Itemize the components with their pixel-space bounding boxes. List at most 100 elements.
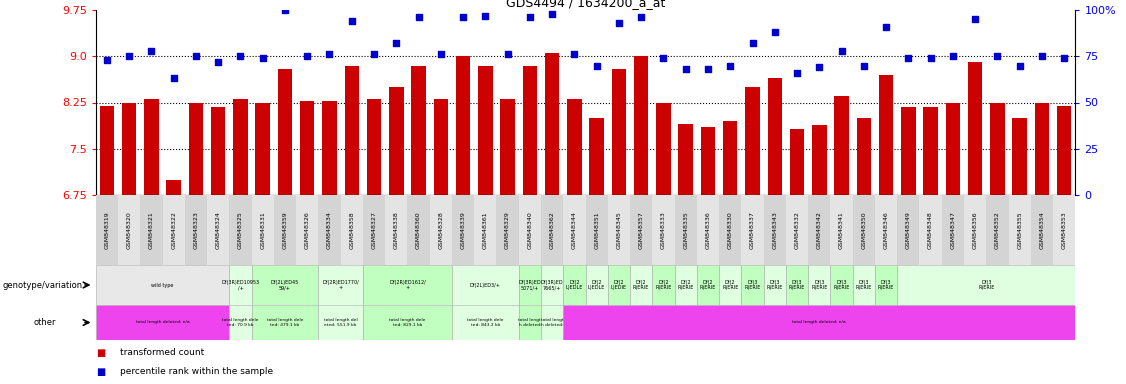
Bar xyxy=(720,195,741,265)
Point xyxy=(431,51,449,58)
Point xyxy=(365,51,383,58)
Bar xyxy=(634,56,649,384)
Text: GSM848360: GSM848360 xyxy=(415,211,421,249)
Point xyxy=(788,70,806,76)
Text: Df(3
R)ERIE: Df(3 R)ERIE xyxy=(878,280,894,290)
Text: GSM848348: GSM848348 xyxy=(928,211,933,249)
Text: ■: ■ xyxy=(96,348,105,358)
Point xyxy=(855,63,873,69)
Text: GSM848353: GSM848353 xyxy=(1062,211,1066,249)
Text: total lengt
h deleted:: total lengt h deleted: xyxy=(540,318,563,327)
Text: percentile rank within the sample: percentile rank within the sample xyxy=(120,367,274,376)
Bar xyxy=(522,66,537,384)
Bar xyxy=(852,195,875,265)
Point xyxy=(253,55,271,61)
Text: GSM848351: GSM848351 xyxy=(595,211,599,249)
Point xyxy=(454,14,472,20)
Text: GSM848343: GSM848343 xyxy=(772,211,777,249)
Text: Df(3
R)ERIE: Df(3 R)ERIE xyxy=(856,280,872,290)
Bar xyxy=(586,195,608,265)
Text: other: other xyxy=(34,318,56,327)
Text: GSM848323: GSM848323 xyxy=(194,211,198,249)
Point xyxy=(877,23,895,30)
Bar xyxy=(608,265,631,305)
Bar xyxy=(723,121,738,384)
Bar xyxy=(479,66,492,384)
Text: Df(2
L)EDLE: Df(2 L)EDLE xyxy=(565,280,583,290)
Bar xyxy=(519,305,540,340)
Bar xyxy=(897,265,1075,305)
Text: GSM848328: GSM848328 xyxy=(438,211,444,249)
Bar xyxy=(1053,195,1075,265)
Bar xyxy=(230,265,251,305)
Bar xyxy=(808,265,830,305)
Bar xyxy=(408,195,430,265)
Point xyxy=(966,16,984,22)
Text: total length dele
ted: 829.1 kb: total length dele ted: 829.1 kb xyxy=(390,318,426,327)
Text: GSM848346: GSM848346 xyxy=(884,211,888,249)
Text: GSM848327: GSM848327 xyxy=(372,211,376,249)
Text: GSM848334: GSM848334 xyxy=(327,211,332,249)
Text: GSM848336: GSM848336 xyxy=(706,211,711,249)
Point xyxy=(321,51,339,58)
Bar xyxy=(122,103,136,384)
Bar xyxy=(211,107,225,384)
Bar xyxy=(144,99,159,384)
Text: total length dele
ted: 479.1 kb: total length dele ted: 479.1 kb xyxy=(267,318,303,327)
Point xyxy=(342,18,360,24)
Bar xyxy=(923,107,938,384)
Point xyxy=(699,66,717,72)
Text: Df(3
R)ERIE: Df(3 R)ERIE xyxy=(767,280,783,290)
Text: Df(2L)ED3/+: Df(2L)ED3/+ xyxy=(470,283,501,288)
Bar xyxy=(497,195,519,265)
Text: GSM848362: GSM848362 xyxy=(549,211,555,249)
Text: GSM848339: GSM848339 xyxy=(461,211,465,249)
Text: GSM848338: GSM848338 xyxy=(394,211,399,249)
Text: Df(2
R)ERIE: Df(2 R)ERIE xyxy=(699,280,716,290)
Bar xyxy=(345,66,359,384)
Point xyxy=(232,53,250,59)
Text: GSM848341: GSM848341 xyxy=(839,211,844,249)
Bar xyxy=(741,265,763,305)
Bar xyxy=(141,195,162,265)
Point xyxy=(164,75,182,81)
Bar xyxy=(964,195,986,265)
Bar xyxy=(808,195,830,265)
Bar xyxy=(540,195,563,265)
Bar xyxy=(631,265,652,305)
Bar xyxy=(251,195,274,265)
Text: GSM848340: GSM848340 xyxy=(527,211,533,249)
Bar xyxy=(720,265,741,305)
Point xyxy=(410,14,428,20)
Bar xyxy=(452,265,519,305)
Text: GSM848345: GSM848345 xyxy=(616,211,622,249)
Bar xyxy=(274,195,296,265)
Bar xyxy=(812,125,826,384)
Text: GSM848356: GSM848356 xyxy=(973,211,977,249)
Bar xyxy=(452,195,474,265)
Bar xyxy=(519,265,540,305)
Bar xyxy=(456,56,471,384)
Bar xyxy=(452,305,519,340)
Text: GSM848329: GSM848329 xyxy=(506,211,510,249)
Bar xyxy=(745,87,760,384)
Text: Df(2
R)ERIE: Df(2 R)ERIE xyxy=(722,280,739,290)
Bar xyxy=(611,69,626,384)
Bar xyxy=(768,78,781,384)
Bar xyxy=(897,195,920,265)
Bar xyxy=(1035,103,1049,384)
Bar xyxy=(920,195,941,265)
Text: Df(2
R)ERIE: Df(2 R)ERIE xyxy=(678,280,694,290)
Bar xyxy=(385,195,408,265)
Point xyxy=(276,7,294,13)
Point xyxy=(989,53,1007,59)
Text: genotype/variation: genotype/variation xyxy=(2,280,82,290)
Bar xyxy=(834,96,849,384)
Point xyxy=(654,55,672,61)
Bar xyxy=(879,75,893,384)
Text: GSM848332: GSM848332 xyxy=(795,211,799,249)
Text: GSM848335: GSM848335 xyxy=(683,211,688,249)
Bar xyxy=(430,195,452,265)
Bar xyxy=(411,66,426,384)
Point xyxy=(832,48,850,54)
